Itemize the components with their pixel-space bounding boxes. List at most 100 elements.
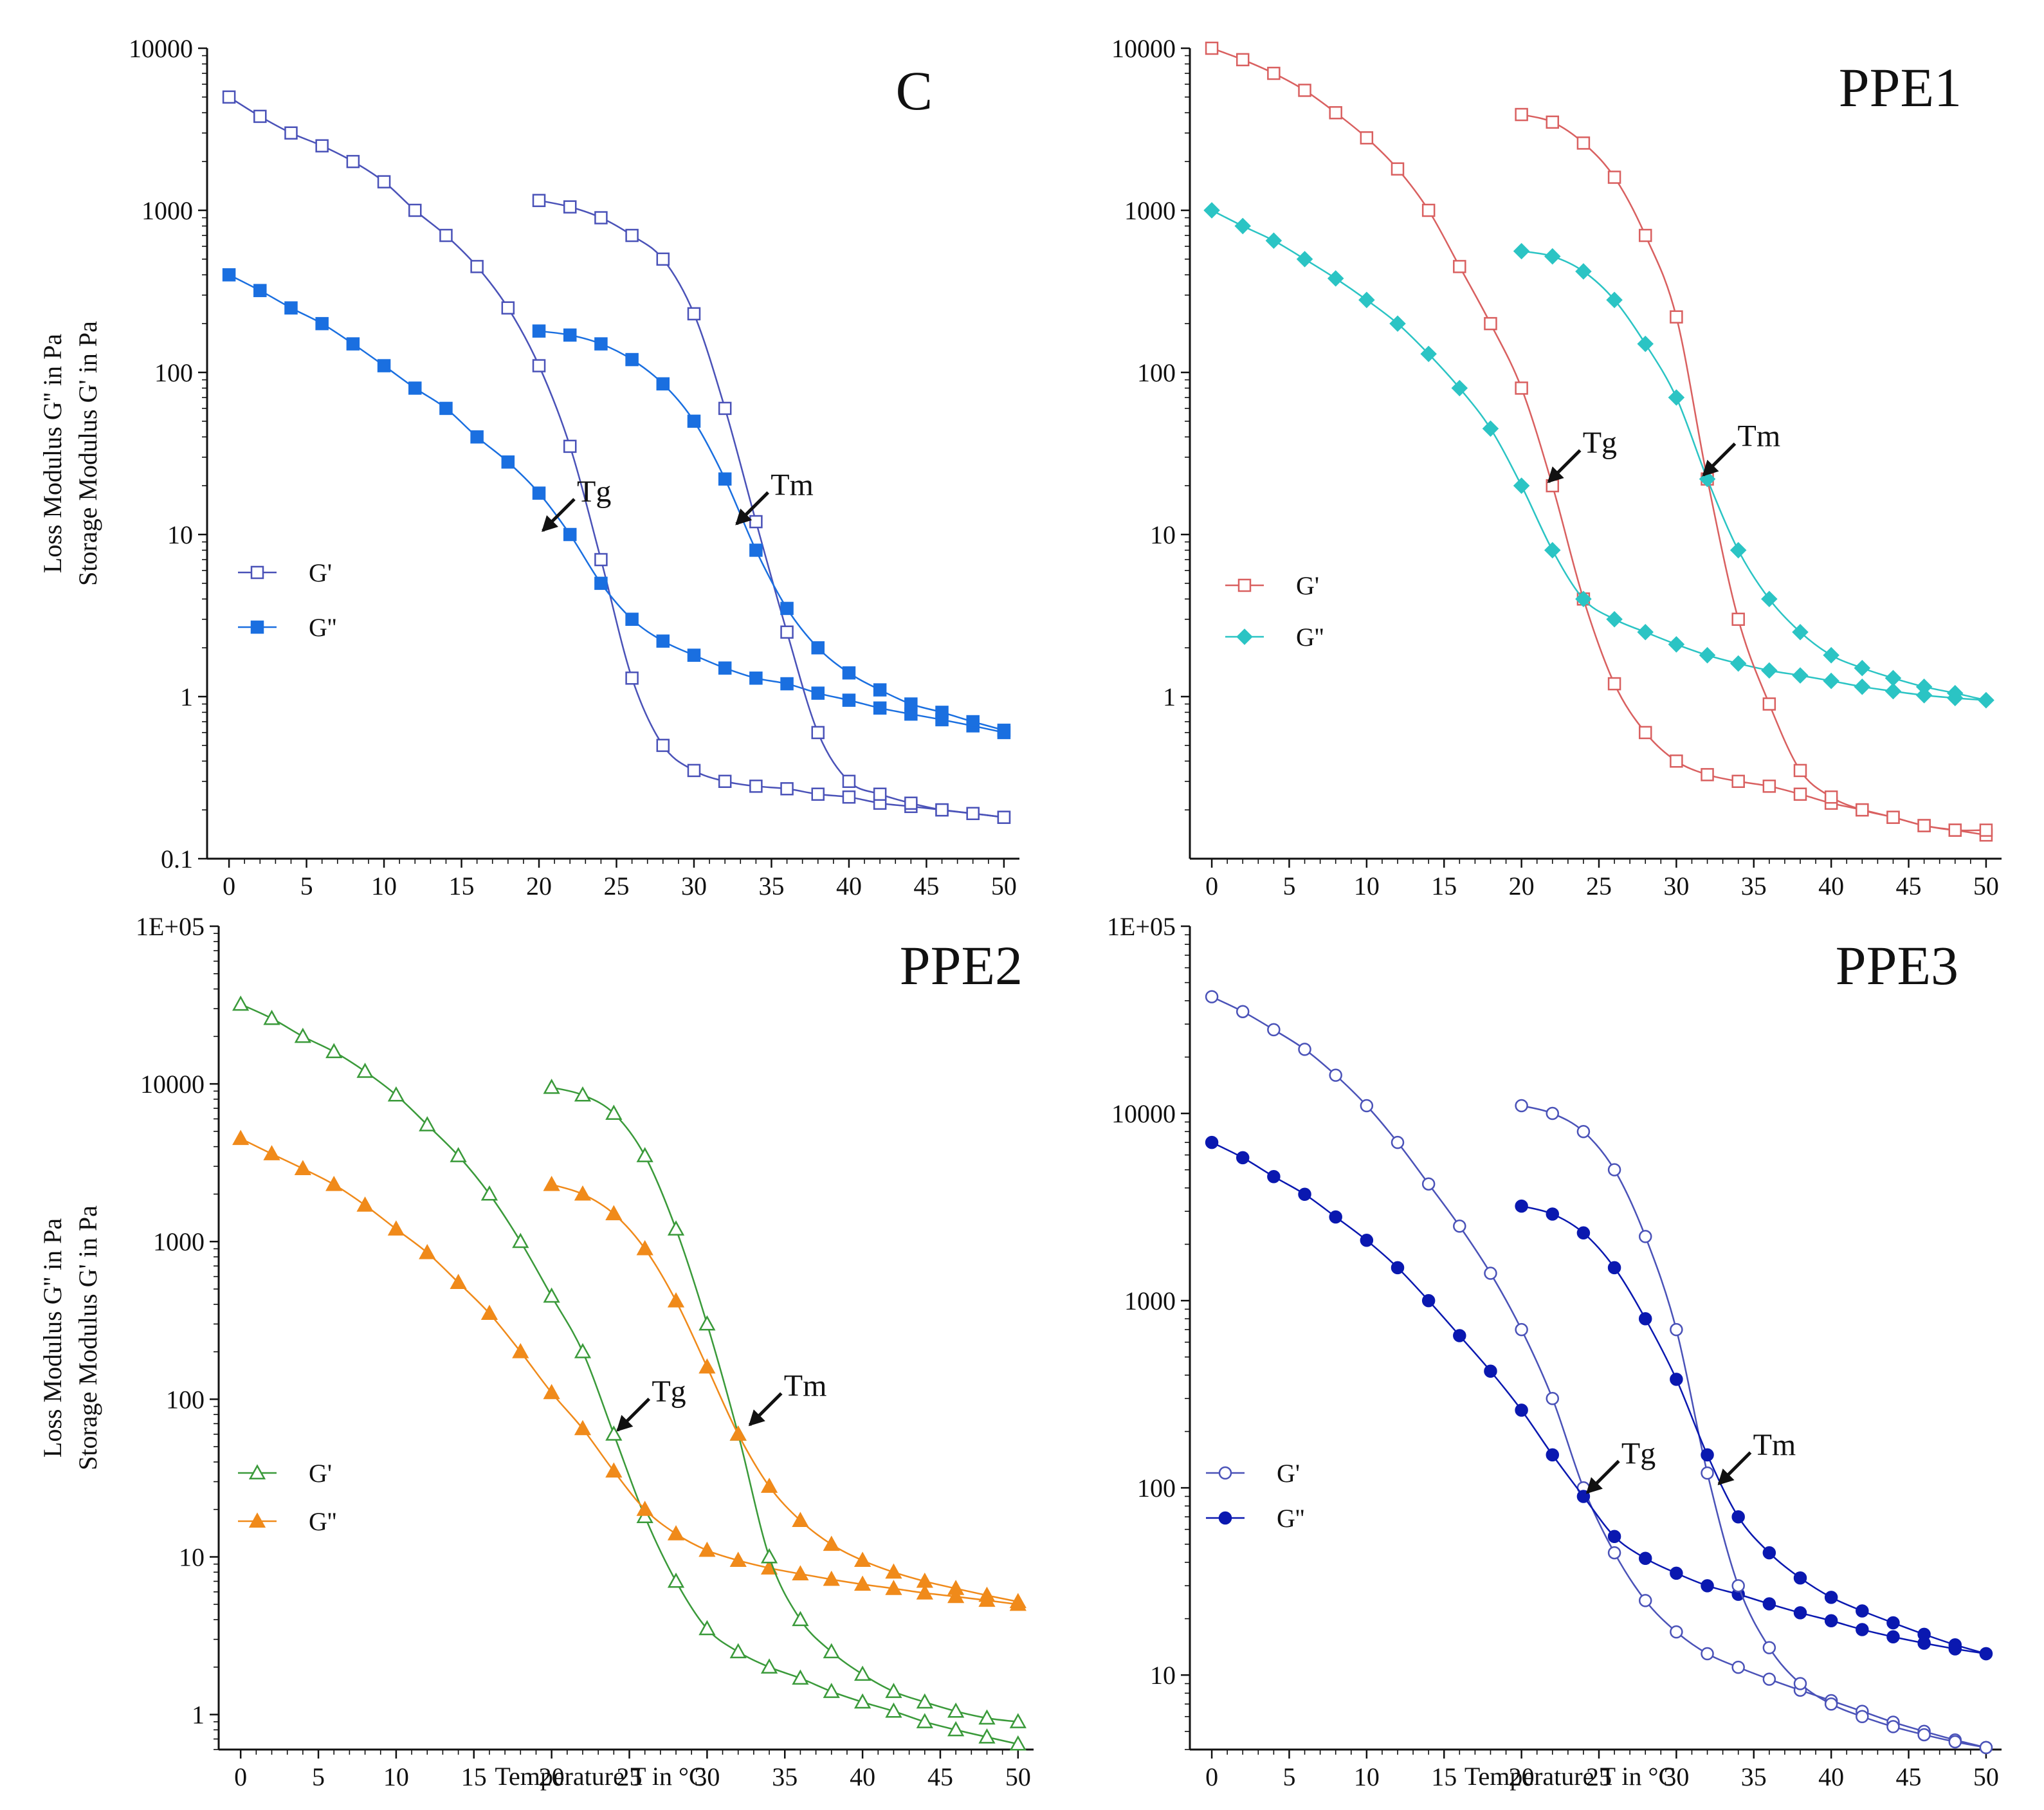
x-tick-label: 40: [850, 1762, 875, 1791]
data-point: [532, 194, 546, 207]
data-point: [780, 625, 794, 639]
data-point: [729, 1425, 747, 1441]
data-point: [1731, 1510, 1745, 1524]
data-point: [698, 1358, 716, 1374]
data-point: [1729, 542, 1747, 559]
y-tick-label: 100: [1137, 1474, 1176, 1503]
x-tick-label: 15: [461, 1762, 487, 1791]
data-point: [1420, 345, 1437, 363]
data-point: [978, 1728, 996, 1744]
series-2: [543, 1079, 1027, 1728]
data-point: [294, 1160, 311, 1175]
data-point: [625, 672, 639, 685]
x-tick-label: 45: [913, 872, 939, 900]
series-line: [1521, 250, 1987, 701]
data-point: [1762, 780, 1776, 793]
x-tick-label: 45: [1896, 1762, 1922, 1791]
data-point: [439, 401, 453, 416]
annotation-arrowhead: [1702, 459, 1719, 477]
data-point: [1451, 379, 1468, 397]
data-point: [935, 803, 949, 817]
series-2: [1515, 107, 1993, 837]
data-point: [1699, 646, 1716, 664]
data-point: [842, 790, 856, 804]
data-point: [543, 1384, 560, 1400]
data-point: [916, 1572, 933, 1588]
data-point: [792, 1512, 809, 1528]
data-point: [729, 1551, 747, 1568]
data-point: [1327, 270, 1344, 287]
data-point: [1792, 667, 1809, 684]
y-tick-label: 1000: [1124, 1286, 1176, 1315]
y-tick-label: 100: [166, 1385, 205, 1414]
y-axis-title-loss: Loss Modulus G'' in Pa: [38, 334, 67, 573]
data-point: [450, 1274, 467, 1289]
y-tick-label: 10000: [140, 1070, 205, 1099]
data-point: [284, 301, 298, 315]
x-tick-label: 40: [1818, 1762, 1844, 1791]
x-tick-label: 25: [604, 872, 630, 900]
series-line: [228, 96, 1005, 818]
data-point: [1265, 232, 1282, 249]
data-point: [563, 439, 577, 453]
data-point: [885, 1702, 902, 1718]
data-point: [792, 1565, 809, 1580]
data-point: [1856, 803, 1869, 817]
annotation-label: Tm: [1753, 1428, 1796, 1462]
data-point: [1670, 1322, 1683, 1337]
data-point: [656, 738, 670, 753]
data-point: [532, 359, 546, 372]
data-point: [760, 1477, 778, 1493]
x-tick-label: 20: [1509, 1762, 1535, 1791]
data-point: [512, 1343, 529, 1358]
data-point: [1205, 1135, 1219, 1149]
data-point: [966, 715, 980, 729]
data-point: [1637, 335, 1654, 352]
data-point: [1606, 610, 1623, 628]
data-point: [966, 807, 980, 821]
data-point: [1978, 691, 1994, 709]
legend-label: G': [1296, 571, 1319, 600]
x-tick-label: 5: [312, 1762, 325, 1791]
x-tick-label: 35: [772, 1762, 798, 1791]
data-point: [1761, 662, 1778, 679]
data-point: [1267, 66, 1281, 80]
data-point: [387, 1220, 405, 1236]
y-tick-label: 1: [1163, 682, 1176, 711]
data-point: [760, 1548, 778, 1564]
data-point: [1670, 1625, 1683, 1639]
data-point: [594, 553, 608, 567]
data-point: [947, 1702, 965, 1718]
y-axis-title-loss: Loss Modulus G'' in Pa: [38, 1218, 67, 1458]
legend-label: G': [309, 1459, 332, 1488]
data-point: [1638, 726, 1652, 740]
x-tick-label: 15: [1431, 872, 1457, 900]
data-point: [1638, 228, 1652, 242]
data-point: [543, 1176, 560, 1191]
data-point: [315, 316, 329, 331]
data-point: [1701, 1647, 1714, 1661]
annotation-label: Tg: [1583, 426, 1617, 460]
data-point: [532, 486, 546, 500]
legend-marker: [1236, 628, 1253, 645]
data-point: [1515, 1322, 1528, 1337]
data-point: [543, 1079, 560, 1094]
series-1: [1203, 202, 1994, 709]
data-point: [1762, 1641, 1776, 1654]
data-point: [935, 706, 949, 719]
series-line: [538, 330, 1005, 731]
data-point: [232, 995, 250, 1011]
data-point: [978, 1586, 996, 1602]
data-point: [1607, 1546, 1621, 1560]
data-point: [636, 1508, 653, 1523]
data-point: [1358, 291, 1375, 309]
data-point: [263, 1145, 280, 1160]
data-point: [698, 1315, 716, 1331]
legend-label: G'': [309, 613, 336, 642]
data-point: [1453, 1220, 1466, 1233]
data-point: [1856, 1623, 1869, 1636]
data-point: [1546, 1207, 1560, 1221]
data-point: [1009, 1735, 1027, 1751]
data-point: [1267, 1169, 1281, 1184]
series-line: [240, 1138, 1018, 1605]
